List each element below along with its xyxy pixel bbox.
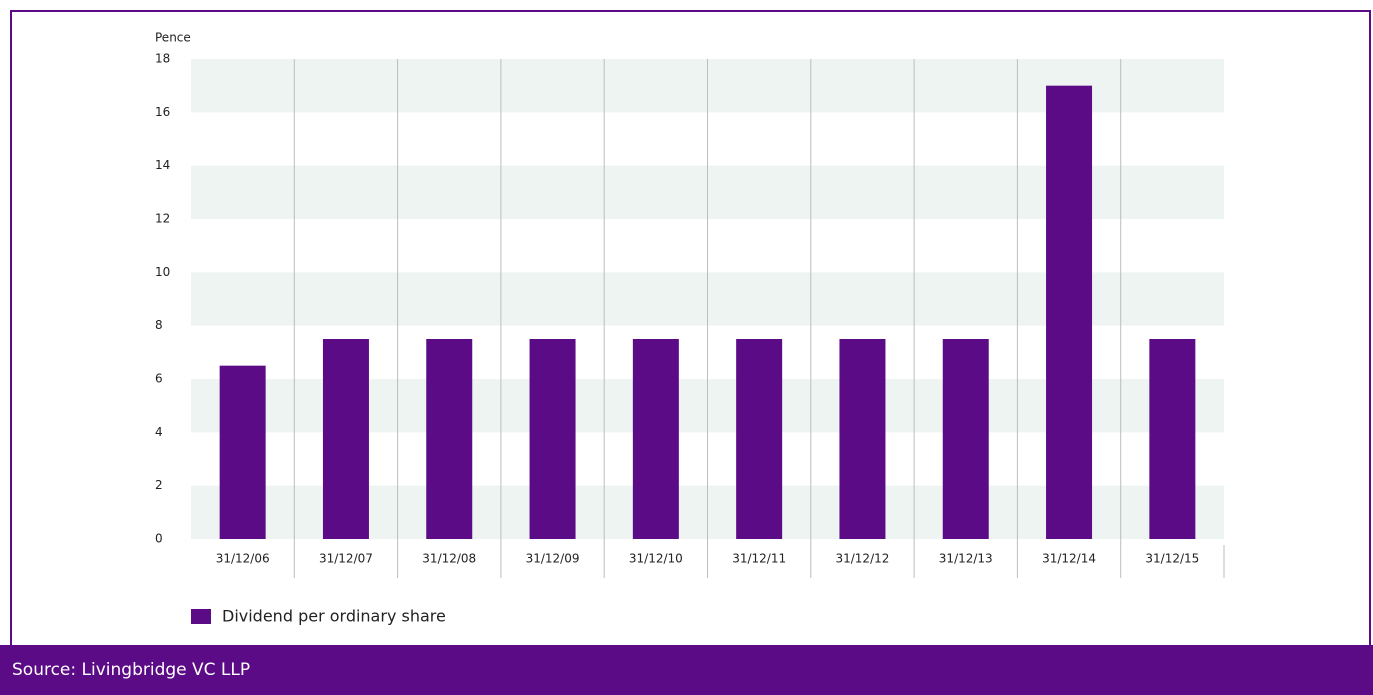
- bar: [839, 339, 886, 539]
- bar: [426, 339, 473, 539]
- frame: [10, 10, 1371, 695]
- x-tick-label: 31/12/10: [629, 552, 683, 566]
- chart: Pence 0 2 4 6 8 10 12 14 16 18 31/12/06 31/12/07 31/…: [155, 31, 1225, 626]
- x-tick-label: 31/12/07: [319, 552, 373, 566]
- bar: [529, 339, 576, 539]
- bar: [1149, 339, 1196, 539]
- y-tick-label: 0: [155, 532, 163, 546]
- bar: [1046, 85, 1093, 540]
- y-tick-label: 14: [155, 158, 170, 172]
- x-tick-label: 31/12/09: [526, 552, 580, 566]
- legend-swatch: [191, 609, 211, 624]
- y-tick-label: 4: [155, 425, 163, 439]
- y-tick-label: 18: [155, 52, 170, 66]
- source: Source: Livingbridge VC LLP: [0, 645, 1373, 695]
- x-tick-label: 31/12/13: [939, 552, 993, 566]
- bar: [219, 365, 266, 539]
- x-tick-label: 31/12/15: [1145, 552, 1199, 566]
- bar: [736, 339, 783, 539]
- legend-label: Dividend per ordinary share: [222, 607, 446, 626]
- y-tick-label: 16: [155, 105, 170, 119]
- x-tick-label: 31/12/08: [422, 552, 476, 566]
- y-tick-label: 12: [155, 212, 170, 226]
- x-tick-label: 31/12/06: [216, 552, 270, 566]
- y-tick-label: 8: [155, 318, 163, 332]
- y-tick-label: 10: [155, 265, 170, 279]
- x-tick-label: 31/12/14: [1042, 552, 1096, 566]
- y-tick-label: 2: [155, 478, 163, 492]
- x-tick-label: 31/12/11: [732, 552, 786, 566]
- bar: [942, 339, 989, 539]
- y-axis-label: Pence: [155, 31, 191, 45]
- bar: [322, 339, 369, 539]
- x-tick-label: 31/12/12: [835, 552, 889, 566]
- bar: [632, 339, 679, 539]
- y-tick-label: 6: [155, 372, 163, 386]
